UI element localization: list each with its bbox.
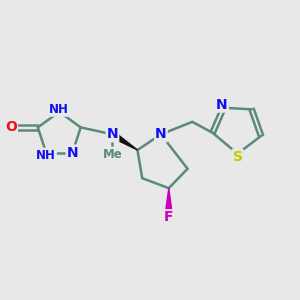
Text: F: F bbox=[164, 210, 173, 224]
Text: Me: Me bbox=[103, 148, 122, 160]
Text: S: S bbox=[232, 150, 243, 164]
Polygon shape bbox=[166, 188, 172, 211]
Text: N: N bbox=[216, 98, 228, 112]
Text: O: O bbox=[5, 120, 17, 134]
Text: NH: NH bbox=[36, 148, 56, 162]
Text: N: N bbox=[106, 128, 118, 141]
Text: N: N bbox=[67, 146, 78, 160]
Polygon shape bbox=[111, 132, 137, 150]
Text: N: N bbox=[155, 128, 167, 141]
Text: NH: NH bbox=[49, 103, 69, 116]
